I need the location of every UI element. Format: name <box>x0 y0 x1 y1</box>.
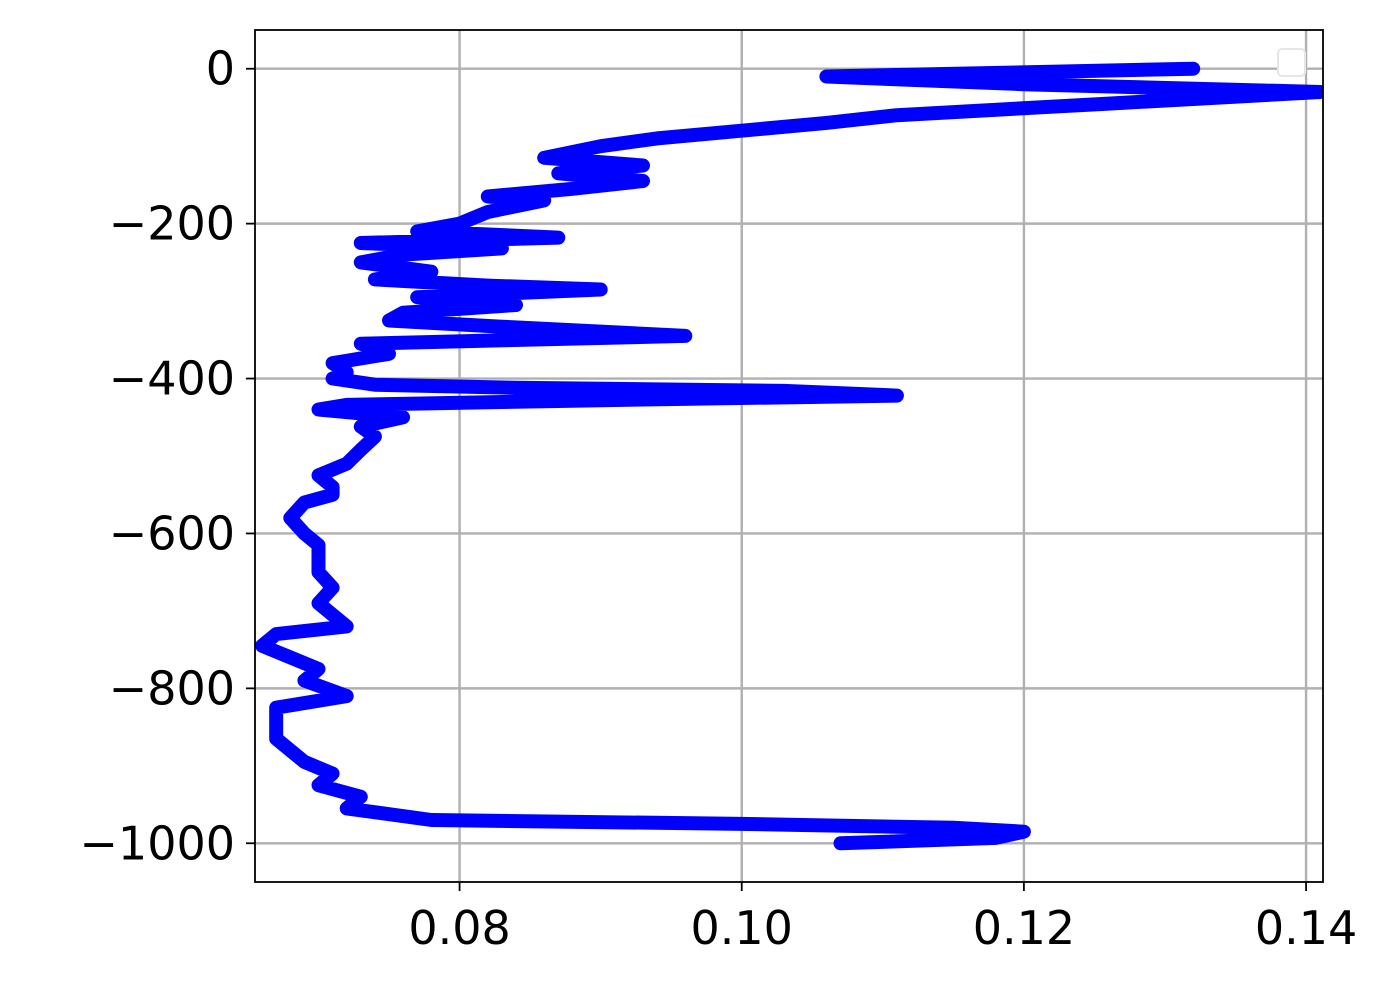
series-layer <box>255 61 1323 851</box>
y-tick-label: −200 <box>109 197 235 251</box>
x-tick-label: 0.14 <box>1255 901 1357 955</box>
y-tick-label: −800 <box>109 661 235 715</box>
plot-frame <box>254 29 1324 883</box>
y-tick-label: −400 <box>109 352 235 406</box>
tick-layer: 0.08 0.10 0.12 0.14 0 −200 −400 −600 −800 −1000 <box>79 42 1357 955</box>
y-tick-label: −600 <box>109 506 235 560</box>
grid-layer <box>255 30 1323 882</box>
series-line <box>255 61 1323 851</box>
x-tick-label: 0.08 <box>408 901 510 955</box>
x-tick-label: 0.12 <box>973 901 1075 955</box>
x-tick-label: 0.10 <box>691 901 793 955</box>
legend-layer <box>1277 48 1306 77</box>
y-tick-label: 0 <box>206 42 235 96</box>
y-tick-label: −1000 <box>79 816 235 870</box>
legend-box <box>1277 48 1306 77</box>
